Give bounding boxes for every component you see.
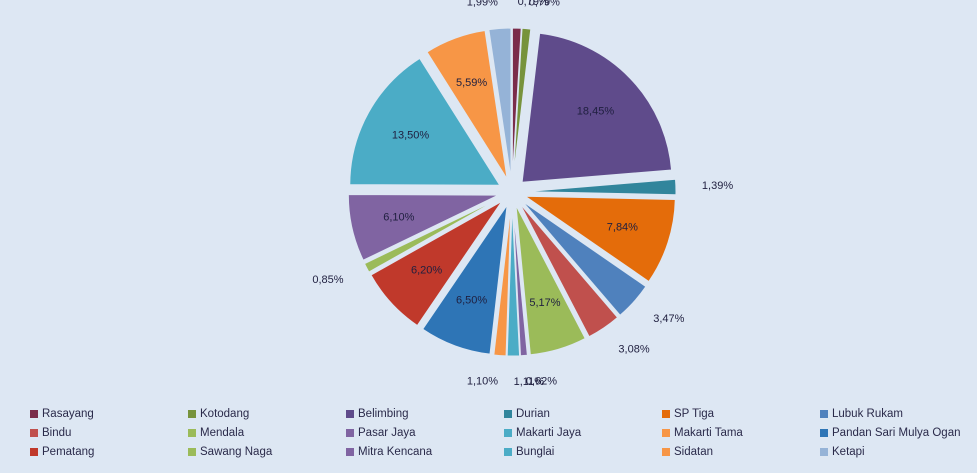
- legend-label: Rasayang: [42, 408, 94, 420]
- legend-swatch: [504, 429, 512, 437]
- pie-slice: [506, 205, 521, 357]
- legend-swatch: [504, 448, 512, 456]
- data-label: 5,17%: [529, 297, 560, 309]
- data-label: 6,10%: [383, 212, 414, 224]
- data-label: 0,85%: [312, 274, 343, 286]
- pie-slice: [511, 27, 522, 179]
- legend-swatch: [30, 410, 38, 418]
- legend-swatch: [820, 429, 828, 437]
- data-label: 6,50%: [456, 295, 487, 307]
- data-label: 13,50%: [392, 130, 430, 142]
- legend-label: Lubuk Rukam: [832, 408, 903, 420]
- data-label: 3,08%: [618, 343, 649, 355]
- legend-label: Makarti Tama: [674, 427, 743, 439]
- legend-swatch: [662, 410, 670, 418]
- pie-slice: [525, 178, 677, 196]
- legend-swatch: [820, 410, 828, 418]
- legend-label: Belimbing: [358, 408, 409, 420]
- legend-label: Bindu: [42, 427, 71, 439]
- legend-label: Sidatan: [674, 446, 713, 458]
- pie-slice: [519, 203, 619, 338]
- data-label: 1,39%: [702, 180, 733, 192]
- legend-swatch: [188, 448, 196, 456]
- pie-slice: [512, 27, 532, 179]
- pie-slice: [370, 201, 503, 327]
- legend-label: SP Tiga: [674, 408, 715, 420]
- data-label: 1,10%: [467, 375, 498, 387]
- legend-swatch: [346, 410, 354, 418]
- legend-label: Mitra Kencana: [358, 446, 433, 458]
- legend-swatch: [346, 448, 354, 456]
- legend-label: Kotodang: [200, 408, 249, 420]
- pie-slice: [523, 195, 676, 283]
- data-label: 0,79%: [518, 0, 549, 8]
- data-label: 5,59%: [456, 77, 487, 89]
- legend-label: Sawang Naga: [200, 446, 273, 458]
- data-label: 0,62%: [526, 375, 557, 387]
- legend-label: Makarti Jaya: [516, 427, 582, 439]
- legend-label: Pasar Jaya: [358, 427, 416, 439]
- legend-label: Bunglai: [516, 446, 554, 458]
- legend-swatch: [30, 448, 38, 456]
- legend: Rasayang Kotodang Belimbing Durian SP Tiga Lu…: [30, 408, 961, 458]
- data-label: 1,11%: [514, 376, 545, 388]
- data-label: 6,20%: [411, 264, 442, 276]
- pie-slice: [521, 32, 673, 183]
- legend-label: Pandan Sari Mulya Ogan: [832, 427, 961, 439]
- data-label: 18,45%: [577, 105, 615, 117]
- legend-swatch: [346, 429, 354, 437]
- legend-swatch: [30, 429, 38, 437]
- legend-swatch: [662, 448, 670, 456]
- legend-swatch: [188, 429, 196, 437]
- legend-swatch: [820, 448, 828, 456]
- legend-label: Durian: [516, 408, 550, 420]
- pie-slice: [512, 205, 528, 357]
- legend-swatch: [662, 429, 670, 437]
- pie-slice: [422, 204, 508, 355]
- pie: 0,79%0,79% 18,45% 1,39% 7,84% 3,47% 3,08% 5,17…: [312, 0, 733, 388]
- data-label: 1,99%: [467, 0, 498, 8]
- pie-slice: [347, 193, 499, 261]
- legend-swatch: [504, 410, 512, 418]
- pie-slice: [488, 27, 512, 179]
- legend-label: Mendala: [200, 427, 245, 439]
- legend-label: Pematang: [42, 446, 94, 458]
- pie-slice: [363, 198, 500, 273]
- data-label: 7,84%: [607, 222, 638, 234]
- legend-swatch: [188, 410, 196, 418]
- pie-slice: [493, 205, 512, 357]
- legend-label: Ketapi: [832, 446, 865, 458]
- pie-slice: [522, 200, 647, 316]
- pie-slice: [349, 57, 501, 186]
- pie-slice: [515, 205, 586, 356]
- pie-slice: [426, 29, 508, 180]
- data-label: 0,79%: [529, 0, 560, 9]
- data-label: 3,47%: [653, 313, 684, 325]
